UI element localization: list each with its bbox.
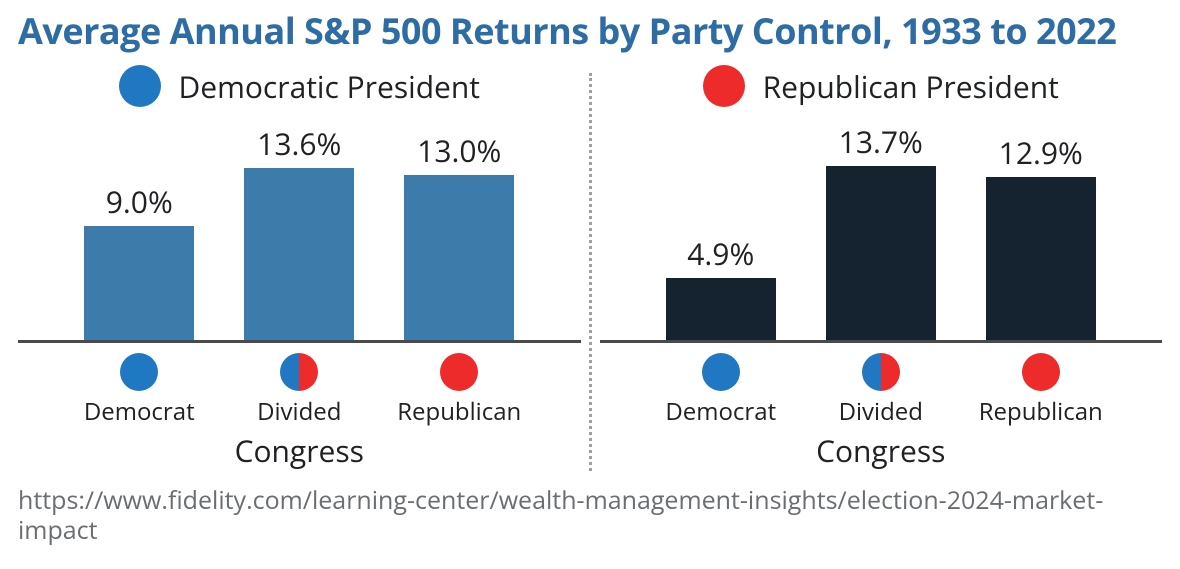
x-tick-label: Divided [839, 395, 923, 428]
panel-header: Republican President [703, 65, 1059, 107]
bar-col: 13.6% [219, 123, 379, 340]
republican-circle-icon [440, 353, 478, 391]
x-col: Divided [801, 353, 961, 428]
bar [244, 168, 354, 340]
bar-chart: 9.0% 13.6% 13.0% Democrat [18, 123, 581, 471]
bar [826, 166, 936, 340]
panel-divider [589, 73, 592, 471]
half-right-icon [299, 353, 318, 391]
x-axis-row: Democrat Divided Republican [600, 353, 1163, 428]
x-axis-title: Congress [816, 430, 945, 471]
republican-circle-icon [1022, 353, 1060, 391]
x-tick-label: Democrat [665, 395, 776, 428]
bar-value-label: 12.9% [999, 132, 1083, 173]
panel-title: Democratic President [179, 66, 480, 107]
bars-row: 4.9% 13.7% 12.9% [600, 123, 1163, 343]
bar-col: 9.0% [59, 181, 219, 340]
x-tick-label: Republican [979, 395, 1103, 428]
chart-title: Average Annual S&P 500 Returns by Party … [18, 6, 1162, 55]
democrat-circle-icon [702, 353, 740, 391]
x-col: Republican [379, 353, 539, 428]
x-axis-title: Congress [235, 430, 364, 471]
bar-col: 13.7% [801, 121, 961, 340]
legend-dot-icon [703, 65, 745, 107]
panel-header: Democratic President [119, 65, 480, 107]
x-col: Democrat [59, 353, 219, 428]
legend-dot-icon [119, 65, 161, 107]
divided-circle-icon [862, 353, 900, 391]
bar-col: 13.0% [379, 130, 539, 340]
bars-row: 9.0% 13.6% 13.0% [18, 123, 581, 343]
democrat-circle-icon [120, 353, 158, 391]
bar [84, 226, 194, 340]
bar-col: 12.9% [961, 132, 1121, 340]
bar-chart: 4.9% 13.7% 12.9% Democrat [600, 123, 1163, 471]
bar-value-label: 13.7% [839, 121, 923, 162]
x-col: Democrat [641, 353, 801, 428]
bar-value-label: 9.0% [106, 181, 173, 222]
x-tick-label: Republican [397, 395, 521, 428]
bar [986, 177, 1096, 340]
panel-title: Republican President [763, 66, 1059, 107]
x-axis-row: Democrat Divided Republican [18, 353, 581, 428]
panel-democratic: Democratic President 9.0% 13.6% 13.0% [18, 65, 581, 471]
x-col: Divided [219, 353, 379, 428]
bar-value-label: 4.9% [687, 233, 754, 274]
half-right-icon [881, 353, 900, 391]
panels-container: Democratic President 9.0% 13.6% 13.0% [18, 65, 1162, 471]
bar [404, 175, 514, 340]
x-col: Republican [961, 353, 1121, 428]
divided-circle-icon [280, 353, 318, 391]
bar-value-label: 13.6% [257, 123, 341, 164]
x-tick-label: Democrat [84, 395, 195, 428]
x-tick-label: Divided [257, 395, 341, 428]
source-citation: https://www.fidelity.com/learning-center… [18, 485, 1138, 545]
half-left-icon [862, 353, 881, 391]
bar [666, 278, 776, 340]
panel-republican: Republican President 4.9% 13.7% 12.9% [600, 65, 1163, 471]
bar-col: 4.9% [641, 233, 801, 340]
bar-value-label: 13.0% [417, 130, 501, 171]
half-left-icon [280, 353, 299, 391]
